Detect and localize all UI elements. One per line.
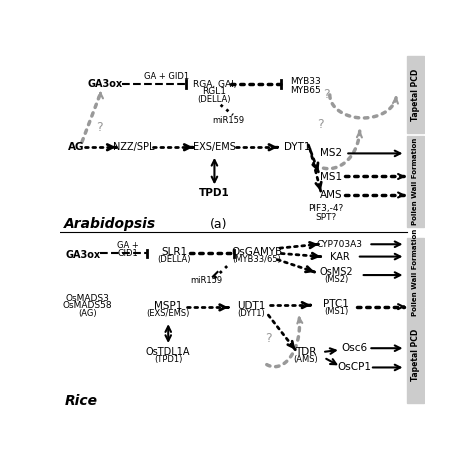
Bar xyxy=(407,56,424,133)
Text: KAR: KAR xyxy=(330,252,350,261)
Text: Tapetal PCD: Tapetal PCD xyxy=(411,69,420,121)
Text: UDT1: UDT1 xyxy=(237,301,265,311)
Text: GA3ox: GA3ox xyxy=(66,250,101,260)
Text: (DELLA): (DELLA) xyxy=(198,95,231,104)
Text: miR159: miR159 xyxy=(212,116,245,125)
Text: MYB65: MYB65 xyxy=(290,86,321,95)
Text: ?: ? xyxy=(265,332,272,345)
Text: (MS2): (MS2) xyxy=(324,275,348,284)
Text: (MYB33/65): (MYB33/65) xyxy=(232,255,281,264)
Text: OsCP1: OsCP1 xyxy=(337,362,372,372)
Text: PIF3,-4?: PIF3,-4? xyxy=(309,204,344,213)
Text: AMS: AMS xyxy=(320,190,343,200)
Text: GA +: GA + xyxy=(118,241,139,250)
Text: (DELLA): (DELLA) xyxy=(158,255,191,264)
Text: OsGAMYB: OsGAMYB xyxy=(231,247,283,257)
Text: OsTDL1A: OsTDL1A xyxy=(146,347,191,357)
Text: MS1: MS1 xyxy=(320,171,343,181)
Bar xyxy=(407,238,424,306)
Text: RGL1: RGL1 xyxy=(202,87,227,96)
Text: OsMADS58: OsMADS58 xyxy=(63,301,112,310)
Text: GA3ox: GA3ox xyxy=(88,79,123,89)
Text: (MS1): (MS1) xyxy=(324,307,348,316)
Text: MYB33: MYB33 xyxy=(290,77,321,86)
Text: Tapetal PCD: Tapetal PCD xyxy=(411,329,420,381)
Text: ?: ? xyxy=(96,122,102,134)
Text: OsMADS3: OsMADS3 xyxy=(65,294,109,303)
Text: TPD1: TPD1 xyxy=(199,188,230,198)
Bar xyxy=(407,308,424,403)
Text: miR159: miR159 xyxy=(191,276,223,285)
Text: (TPD1): (TPD1) xyxy=(154,355,182,364)
Text: Osc6: Osc6 xyxy=(341,343,368,353)
Text: ?: ? xyxy=(323,88,329,101)
Text: Rice: Rice xyxy=(64,394,97,409)
Text: PTC1: PTC1 xyxy=(323,298,349,308)
Bar xyxy=(407,136,424,227)
Text: EXS/EMS: EXS/EMS xyxy=(193,142,236,152)
Text: Pollen Wall Formation: Pollen Wall Formation xyxy=(412,228,419,316)
Text: Arabidopsis: Arabidopsis xyxy=(64,217,156,231)
Text: (AG): (AG) xyxy=(78,309,97,318)
Text: MSP1: MSP1 xyxy=(154,301,182,311)
Text: GID1: GID1 xyxy=(118,249,138,258)
Text: NZZ/SPL: NZZ/SPL xyxy=(113,142,155,152)
Text: SLR1: SLR1 xyxy=(161,247,187,257)
Text: GA + GID1: GA + GID1 xyxy=(144,72,189,81)
Text: ?: ? xyxy=(318,117,324,131)
Text: (a): (a) xyxy=(210,218,227,231)
Text: RGA, GAI,: RGA, GAI, xyxy=(193,80,236,89)
Text: SPT?: SPT? xyxy=(316,213,337,222)
Text: (AMS): (AMS) xyxy=(293,355,318,364)
Text: TDR: TDR xyxy=(295,347,316,357)
Text: OsMS2: OsMS2 xyxy=(319,267,353,277)
Text: (EXS/EMS): (EXS/EMS) xyxy=(146,309,190,318)
Text: Pollen Wall Formation: Pollen Wall Formation xyxy=(412,138,419,225)
Text: MS2: MS2 xyxy=(320,149,343,159)
Text: DYT1: DYT1 xyxy=(284,142,311,152)
Text: CYP703A3: CYP703A3 xyxy=(317,240,363,249)
Text: AG: AG xyxy=(68,142,84,152)
Text: (DYT1): (DYT1) xyxy=(237,309,265,318)
